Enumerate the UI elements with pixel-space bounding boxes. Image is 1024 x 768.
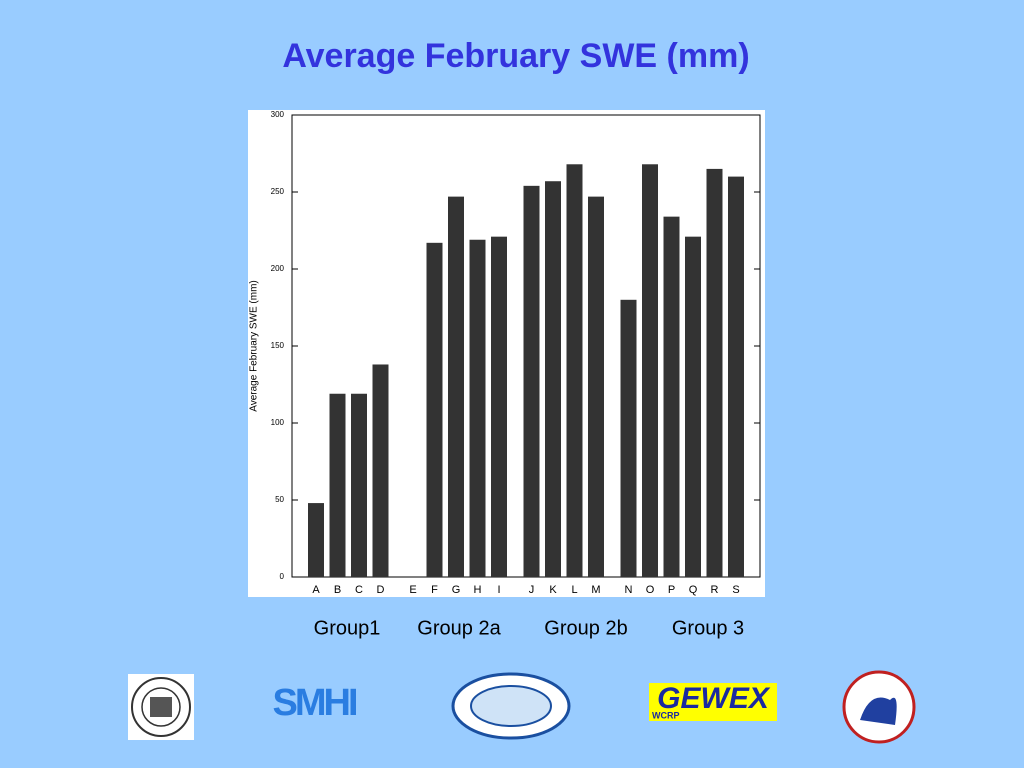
x-tick-label: N [625,584,633,596]
bar [706,168,723,577]
x-tick-label: D [377,584,385,596]
bar [663,216,680,577]
x-tick-label: E [409,584,416,596]
group-label: Group 2b [544,617,627,639]
x-tick-label: R [711,584,719,596]
bar [588,196,604,577]
y-tick-label: 250 [271,187,285,196]
bar [642,164,658,577]
y-tick-label: 300 [271,110,285,119]
y-tick-label: 100 [271,418,285,427]
uw-logo [128,674,194,740]
gewex-bg [649,683,777,721]
x-tick-label: L [571,584,577,596]
bar [448,196,464,577]
x-tick-label: J [529,584,535,596]
bar [620,299,637,577]
bar [469,239,486,578]
x-tick-label: O [646,584,655,596]
bar [685,236,701,577]
x-tick-label: F [431,584,438,596]
x-tick-label: G [452,584,461,596]
wcrp-logo: WCRP [652,710,680,720]
bar [426,242,443,577]
bar [545,181,561,577]
slide-title: Average February SWE (mm) [282,37,749,75]
bar [728,176,744,577]
y-tick-label: 200 [271,264,285,273]
y-axis-label: Average February SWE (mm) [249,280,260,412]
x-tick-label: Q [689,584,698,596]
bar [566,164,583,577]
group-label: Group1 [314,617,381,639]
group-label: Group 2a [417,617,501,639]
x-tick-label: C [355,584,363,596]
x-tick-label: I [497,584,500,596]
y-tick-label: 150 [271,341,285,350]
x-tick-label: A [312,584,320,596]
y-tick-label: 0 [280,572,285,581]
acsys-logo [451,672,571,740]
bar [351,393,367,577]
x-tick-label: P [668,584,675,596]
y-tick-label: 50 [275,495,284,504]
group-label: Group 3 [672,617,744,639]
x-tick-label: S [732,584,739,596]
smhi-logo: SMHI [273,682,357,724]
x-tick-label: M [591,584,600,596]
bar [308,503,324,577]
bar [329,393,346,577]
x-tick-label: K [549,584,557,596]
baltex-logo [842,670,916,744]
bar [491,236,507,577]
gewex-logo: GEWEX [657,682,771,715]
x-tick-label: B [334,584,341,596]
bar [372,364,389,577]
bar [523,185,540,577]
x-tick-label: H [474,584,482,596]
